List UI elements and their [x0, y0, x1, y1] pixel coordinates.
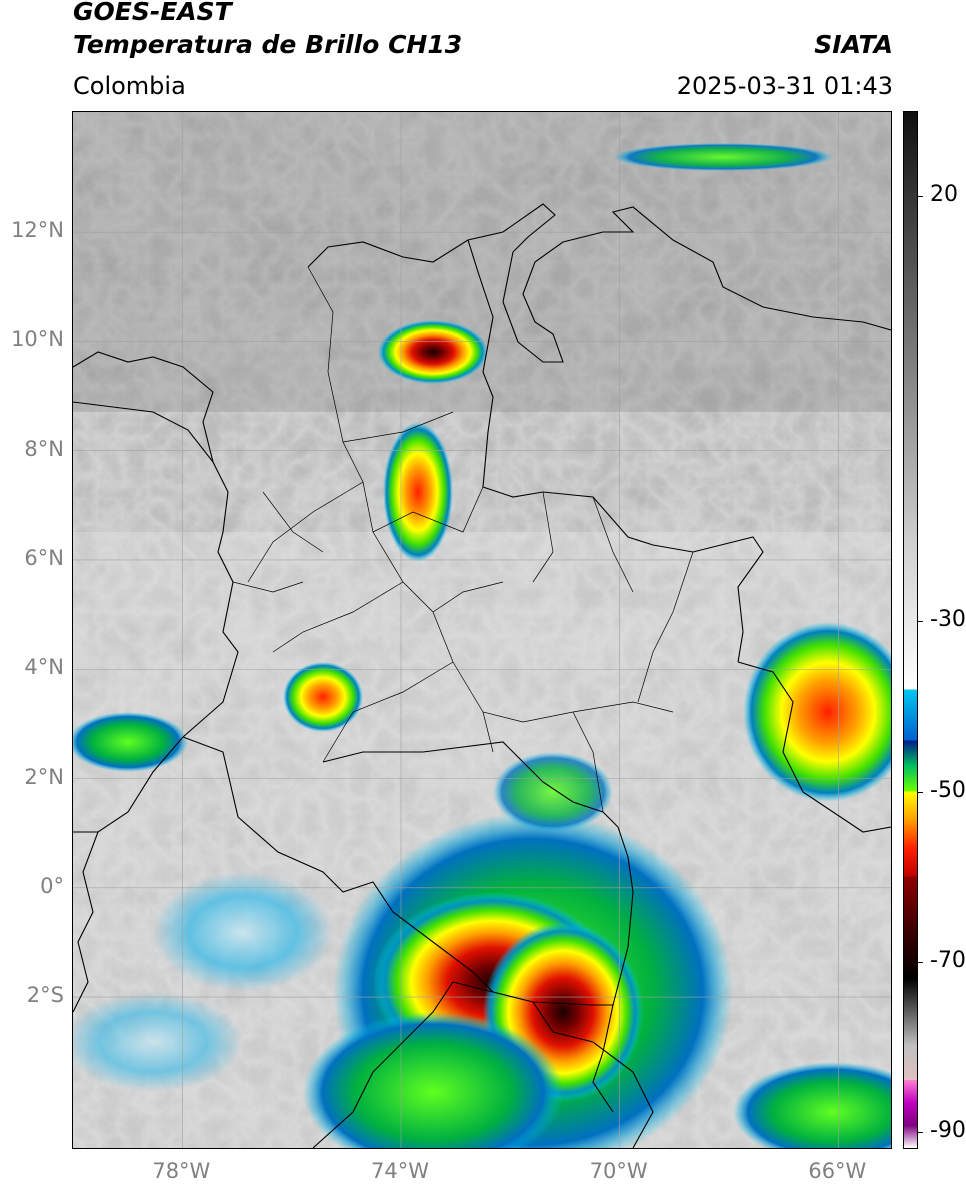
- satellite-map[interactable]: [72, 111, 892, 1149]
- map-canvas: [73, 112, 891, 1148]
- product-title: Temperatura de Brillo CH13: [73, 30, 463, 59]
- department-borders: [232, 266, 694, 813]
- venezuela-brazil-border: [737, 661, 891, 833]
- longitude-tick-label: 66°W: [808, 1159, 867, 1183]
- colombia-venezuela-border: [467, 239, 764, 663]
- storm-caribbean-coast: [378, 320, 488, 384]
- colorbar-tick: [918, 961, 923, 963]
- longitude-tick-label: 70°W: [589, 1159, 648, 1183]
- latitude-tick-label: 8°N: [24, 436, 64, 461]
- satellite-title: GOES-EAST: [73, 0, 232, 26]
- storm-caribbean-band: [613, 143, 833, 171]
- pacific-coastline: [73, 351, 239, 833]
- storm-pacific: [73, 712, 188, 772]
- latitude-tick-label: 2°S: [26, 983, 64, 1008]
- latitude-tick-label: 12°N: [11, 218, 64, 243]
- colorbar-tick-label: -30: [930, 607, 966, 633]
- storm-guaviare: [493, 752, 613, 832]
- cloud-peru-coast: [73, 992, 243, 1092]
- cloud-ecuador-coast: [153, 872, 333, 992]
- storm-south-band: [303, 1012, 563, 1148]
- colombia-ecuador-border: [182, 736, 614, 1113]
- convective-cells: [73, 143, 891, 1148]
- temperature-colorbar: [903, 111, 918, 1149]
- colorbar-tick-label: -70: [930, 947, 966, 973]
- latitude-tick-label: 10°N: [11, 327, 64, 352]
- boundaries: [73, 203, 891, 1148]
- latitude-tick-label: 0°: [40, 873, 64, 898]
- timestamp-label: 2025-03-31 01:43: [676, 72, 893, 100]
- storm-brazil-southeast: [733, 1062, 891, 1148]
- latitude-tick-label: 4°N: [24, 655, 64, 680]
- storm-venezuela: [743, 622, 891, 802]
- colorbar-tick: [918, 791, 923, 793]
- colorbar-tick-label: -50: [930, 777, 966, 803]
- panama-coastline: [73, 401, 214, 463]
- storm-andes-central: [283, 662, 363, 732]
- colombia-brazil-border: [322, 741, 634, 1006]
- latitude-tick-label: 2°N: [24, 764, 64, 789]
- storm-magdalena: [383, 422, 453, 562]
- colorbar-tick: [918, 621, 923, 623]
- longitude-tick-label: 74°W: [371, 1159, 429, 1183]
- peru-border: [312, 981, 494, 1148]
- latitude-tick-label: 6°N: [24, 545, 64, 570]
- colorbar-tick: [918, 196, 923, 198]
- region-label: Colombia: [73, 72, 186, 100]
- amazon-border-south: [532, 1001, 654, 1148]
- longitude-tick-label: 78°W: [152, 1159, 211, 1183]
- colorbar-tick-label: 20: [930, 182, 958, 208]
- colorbar-tick-label: -90: [930, 1117, 966, 1143]
- colorbar-tick: [918, 1131, 923, 1133]
- ecuador-coast: [73, 831, 99, 1013]
- organization-label: SIATA: [814, 30, 893, 59]
- gridlines: [73, 112, 891, 1148]
